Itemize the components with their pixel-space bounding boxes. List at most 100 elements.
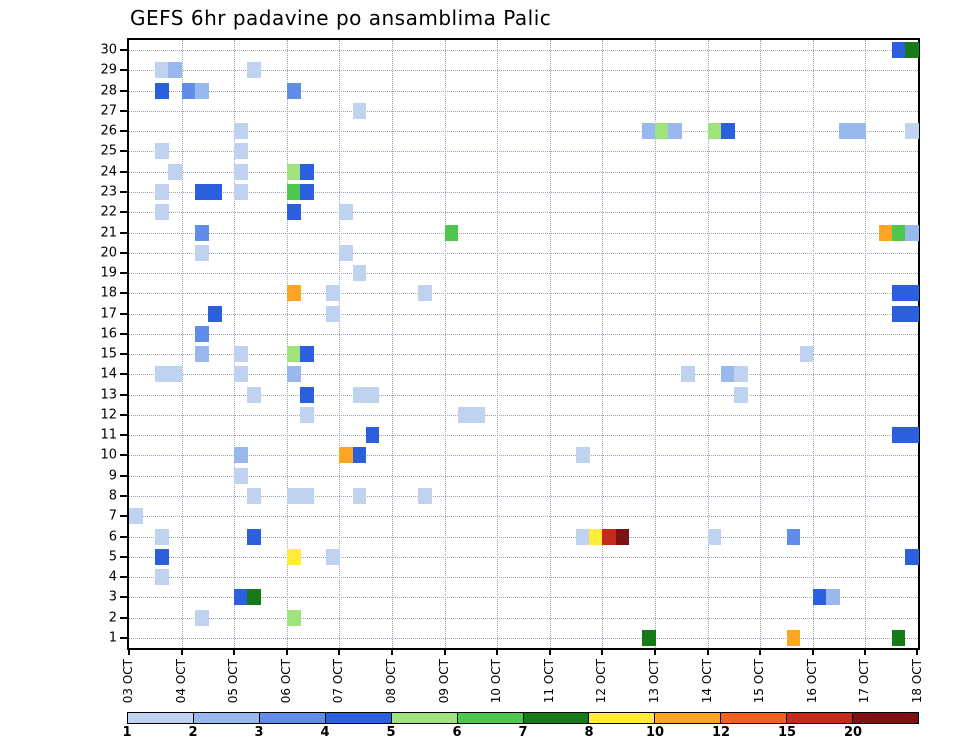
member-gridline	[129, 192, 918, 193]
colorbar	[127, 712, 919, 724]
precip-cell	[299, 346, 314, 363]
y-axis-tick	[120, 231, 127, 234]
precip-cell	[641, 629, 656, 646]
colorbar-tick-label: 3	[254, 725, 264, 740]
member-gridline	[129, 475, 918, 477]
y-axis-tick	[120, 109, 127, 112]
y-tick-label: 12	[100, 407, 117, 423]
day-gridline	[812, 40, 814, 648]
precip-cell	[786, 629, 801, 646]
precip-cell	[286, 548, 301, 565]
precip-cell	[129, 508, 143, 525]
precip-cell	[286, 609, 301, 626]
y-tick-label: 29	[100, 62, 117, 78]
precip-cell	[733, 366, 748, 383]
precip-cell	[234, 143, 248, 160]
precip-cell	[286, 285, 301, 302]
precip-cell	[286, 346, 301, 363]
colorbar-labels: 1 2 3 4 5 6 7 8 10 12 15 20	[122, 725, 919, 742]
y-axis-tick	[120, 89, 127, 92]
member-gridline	[129, 394, 918, 396]
member-gridline	[129, 637, 918, 639]
day-gridline	[234, 40, 236, 648]
precip-cell	[155, 82, 170, 99]
x-axis-tick	[338, 648, 341, 655]
y-axis-tick	[120, 515, 127, 518]
y-tick-label: 15	[100, 346, 117, 362]
colorbar-tick-label: 7	[518, 725, 528, 740]
colorbar-segment	[192, 713, 259, 723]
y-tick-label: 27	[100, 103, 117, 119]
precip-cell	[299, 184, 314, 200]
precip-cell	[891, 305, 906, 322]
chart-plot-area: 30 29 28 27 26 25 24 23 22 21 20 19 18 17 16 15 14 13 12 11…	[100, 38, 924, 703]
day-gridline	[392, 40, 393, 648]
y-axis-tick	[120, 474, 127, 477]
member-gridline	[129, 151, 918, 153]
y-tick-label: 1	[108, 630, 117, 646]
y-axis-tick	[120, 312, 127, 315]
x-axis-tick	[180, 648, 183, 655]
member-gridline	[129, 171, 918, 173]
colorbar-tick-label: 15	[777, 725, 797, 740]
day-gridline	[655, 40, 656, 648]
day-gridline	[286, 40, 288, 648]
y-tick-label: 8	[108, 488, 117, 504]
member-gridline	[129, 455, 918, 457]
x-axis-tick	[759, 648, 762, 655]
y-axis-tick	[120, 292, 127, 295]
x-axis-tick	[128, 648, 130, 655]
precip-cell	[812, 589, 827, 606]
y-tick-label: 20	[100, 245, 117, 261]
precip-cell	[444, 224, 459, 241]
precip-cell	[352, 447, 367, 464]
precip-cell	[891, 42, 906, 59]
x-tick-label: 17 OCT	[857, 659, 872, 704]
precip-cell	[181, 82, 196, 99]
member-gridline	[129, 333, 918, 335]
colorbar-segment	[456, 713, 523, 723]
y-axis-tick	[120, 454, 127, 457]
y-axis-tick	[120, 393, 127, 396]
precip-cell	[155, 528, 170, 545]
precip-cell	[234, 184, 248, 200]
y-axis-tick	[120, 555, 127, 558]
y-axis-tick	[120, 353, 127, 356]
precip-cell	[904, 305, 919, 322]
member-gridline	[129, 70, 918, 72]
precip-cell	[194, 224, 209, 241]
day-gridline	[444, 40, 446, 648]
member-gridline	[129, 435, 918, 437]
precip-cell	[365, 427, 380, 444]
day-gridline	[602, 40, 604, 648]
precip-cell	[352, 386, 367, 403]
precip-cell	[799, 346, 814, 363]
x-tick-label: 14 OCT	[699, 659, 714, 704]
y-tick-label: 14	[100, 366, 117, 382]
precip-cell	[194, 346, 209, 363]
x-axis-tick	[443, 648, 446, 655]
y-tick-label: 19	[100, 265, 117, 281]
precip-cell	[681, 366, 696, 383]
y-tick-label: 5	[108, 549, 117, 565]
precip-cell	[602, 528, 617, 545]
precip-cell	[286, 488, 301, 504]
precip-cell	[720, 123, 735, 140]
y-tick-label: 13	[100, 387, 117, 403]
precip-cell	[615, 528, 630, 545]
x-tick-label: 05 OCT	[226, 659, 241, 704]
y-axis-tick	[120, 616, 127, 619]
colorbar-segment	[390, 713, 457, 723]
day-gridline	[339, 40, 341, 648]
member-gridline	[129, 536, 918, 538]
member-gridline	[129, 313, 918, 315]
y-tick-label: 2	[108, 610, 117, 626]
precip-cell	[904, 42, 919, 59]
precip-cell	[234, 123, 248, 140]
precip-cell	[155, 143, 170, 160]
precip-cell	[247, 488, 262, 504]
member-gridline	[129, 597, 918, 599]
y-axis-tick	[120, 49, 127, 52]
y-axis-tick	[120, 170, 127, 173]
x-tick-label: 06 OCT	[278, 659, 293, 704]
